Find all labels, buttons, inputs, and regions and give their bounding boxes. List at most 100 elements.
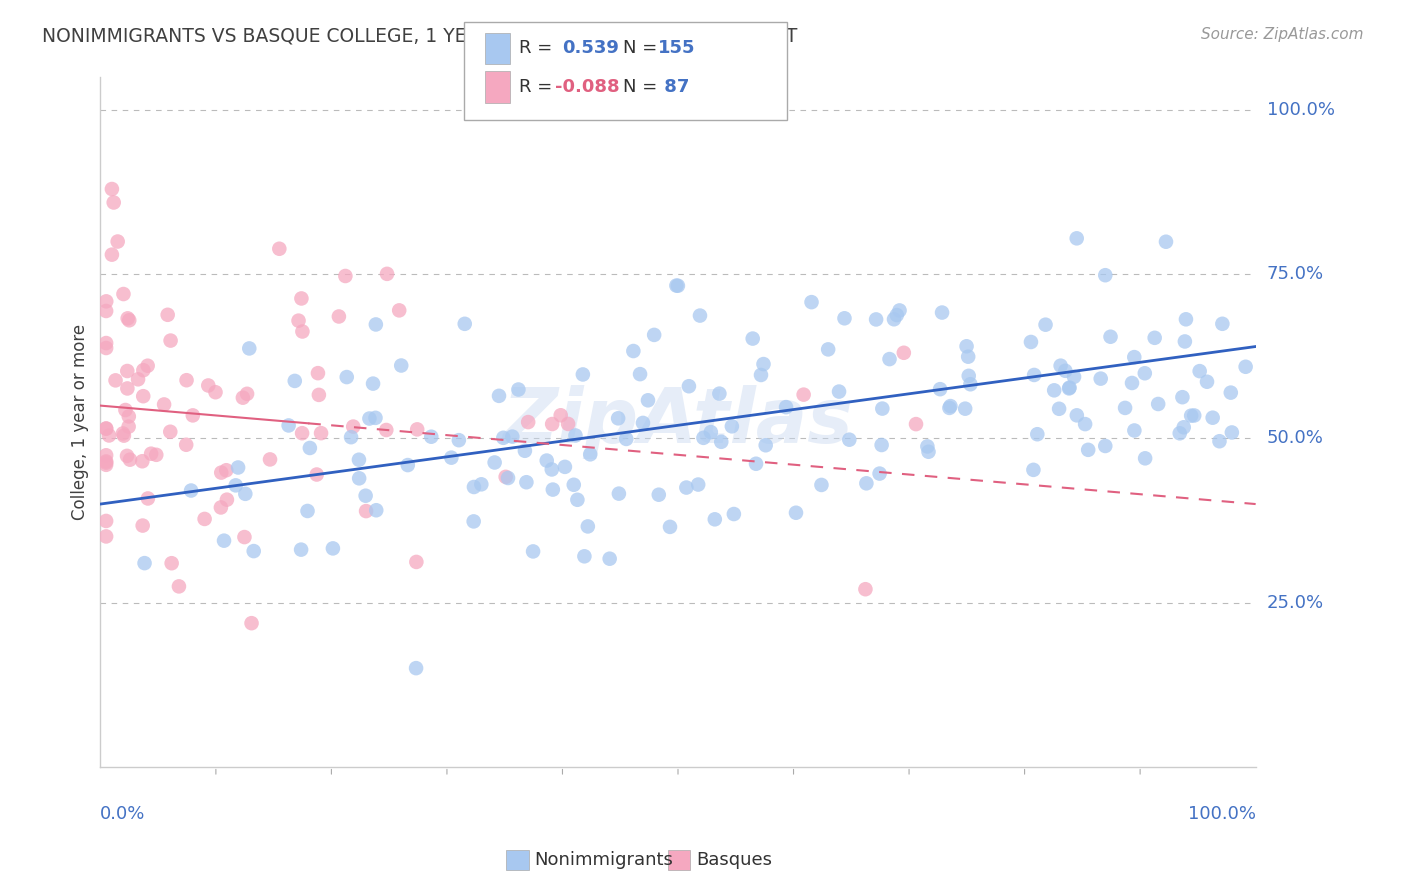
Point [959, 377, 981, 392]
Point [1057, 381, 1080, 395]
Point [290, 542, 312, 557]
Point [118, 409, 141, 424]
Point [775, 400, 797, 414]
Point [194, 512, 217, 526]
Point [1180, 409, 1202, 423]
Point [607, 486, 630, 500]
Point [1188, 364, 1211, 378]
Point [242, 544, 264, 558]
Point [723, 507, 745, 521]
Point [204, 385, 226, 400]
Point [1171, 390, 1194, 404]
Point [1154, 235, 1177, 249]
Point [1063, 369, 1085, 384]
Point [810, 478, 832, 492]
Point [834, 311, 856, 326]
Point [1147, 397, 1170, 411]
Point [1114, 401, 1136, 415]
Point [709, 386, 731, 401]
Point [1094, 268, 1116, 283]
Point [648, 488, 671, 502]
Point [1234, 359, 1257, 374]
Point [886, 308, 908, 322]
Point [1022, 463, 1045, 477]
Point [785, 506, 807, 520]
Point [447, 433, 470, 447]
Point [710, 434, 733, 449]
Point [1066, 231, 1088, 245]
Point [118, 452, 141, 467]
Point [800, 295, 823, 310]
Text: ZipAtlas: ZipAtlas [502, 385, 853, 459]
Point [879, 352, 901, 367]
Point [557, 417, 579, 431]
Text: 87: 87 [658, 78, 689, 95]
Point [1211, 317, 1233, 331]
Point [917, 444, 939, 458]
Text: 25.0%: 25.0% [1267, 593, 1324, 612]
Point [145, 448, 167, 462]
Point [1123, 424, 1146, 438]
Text: N =: N = [623, 39, 662, 57]
Point [209, 500, 232, 515]
Point [576, 519, 599, 533]
Point [181, 409, 204, 423]
Point [94, 448, 117, 462]
Point [470, 477, 492, 491]
Point [1174, 334, 1197, 349]
Point [1133, 366, 1156, 380]
Point [290, 292, 312, 306]
Point [342, 419, 364, 434]
Point [104, 373, 127, 387]
Point [488, 389, 510, 403]
Point [340, 430, 363, 444]
Point [94, 458, 117, 472]
Point [957, 368, 980, 383]
Point [117, 364, 139, 378]
Point [259, 452, 281, 467]
Point [749, 368, 772, 382]
Point [308, 388, 330, 402]
Point [1099, 330, 1122, 344]
Text: 100.0%: 100.0% [1267, 102, 1334, 120]
Point [1024, 368, 1046, 382]
Point [98, 428, 121, 442]
Point [101, 182, 124, 196]
Text: NONIMMIGRANTS VS BASQUE COLLEGE, 1 YEAR OR MORE CORRELATION CHART: NONIMMIGRANTS VS BASQUE COLLEGE, 1 YEAR … [42, 27, 797, 45]
Point [212, 533, 235, 548]
Point [176, 373, 198, 387]
Point [117, 419, 139, 434]
Point [939, 399, 962, 413]
Point [1123, 350, 1146, 364]
Point [159, 425, 181, 439]
Point [454, 317, 477, 331]
Point [931, 305, 953, 319]
Point [893, 345, 915, 359]
Point [1077, 442, 1099, 457]
Point [614, 432, 637, 446]
Point [562, 477, 585, 491]
Point [309, 426, 332, 441]
Point [131, 518, 153, 533]
Point [953, 401, 976, 416]
Point [855, 582, 877, 597]
Point [115, 449, 138, 463]
Point [103, 195, 125, 210]
Point [755, 438, 778, 452]
Point [1074, 417, 1097, 431]
Point [678, 379, 700, 393]
Point [484, 455, 506, 469]
Text: -0.088: -0.088 [555, 78, 620, 95]
Point [508, 383, 530, 397]
Point [112, 287, 135, 301]
Point [127, 372, 149, 386]
Point [513, 443, 536, 458]
Text: Basques: Basques [696, 851, 772, 869]
Point [828, 384, 851, 399]
Point [659, 520, 682, 534]
Point [564, 428, 586, 442]
Text: 50.0%: 50.0% [1267, 429, 1323, 448]
Point [136, 491, 159, 506]
Point [607, 411, 630, 425]
Text: Nonimmigrants: Nonimmigrants [534, 851, 673, 869]
